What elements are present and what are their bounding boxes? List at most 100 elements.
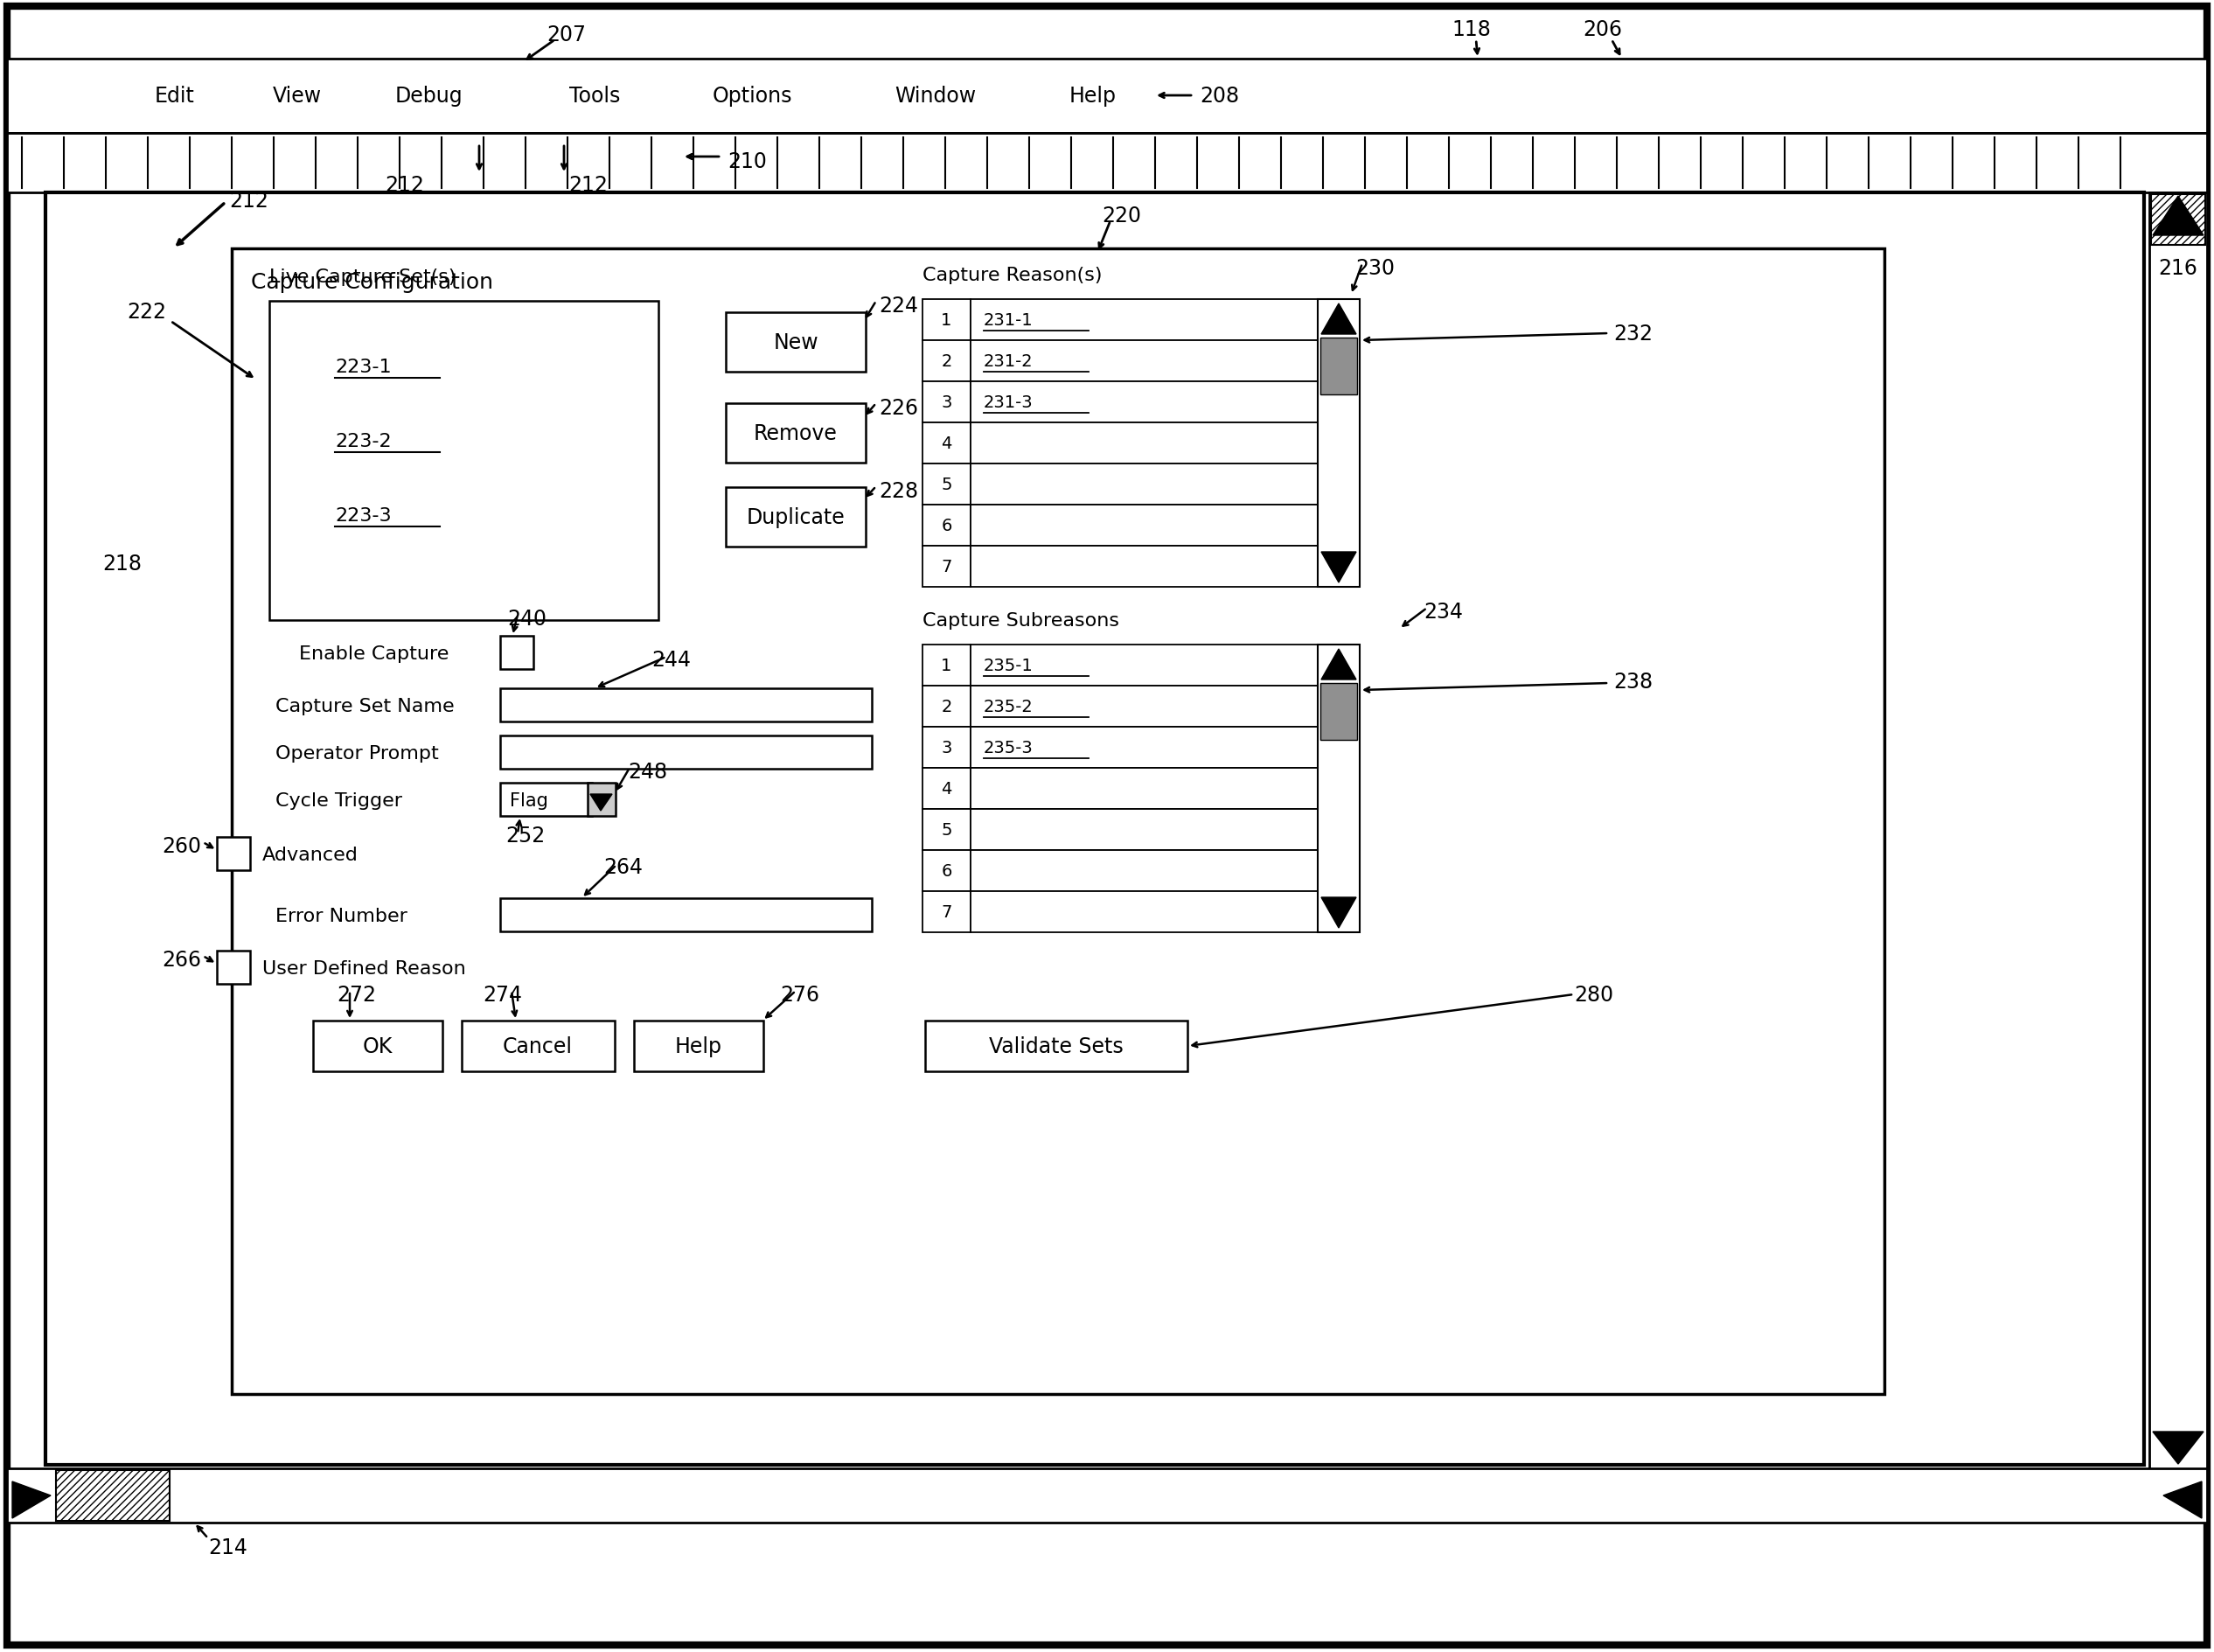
Bar <box>312 1021 443 1072</box>
Bar <box>500 737 872 770</box>
Polygon shape <box>1322 649 1357 681</box>
Text: 2: 2 <box>941 699 952 715</box>
Bar <box>923 299 970 340</box>
Bar <box>970 464 1317 506</box>
Text: 212: 212 <box>569 175 607 197</box>
Polygon shape <box>1322 552 1357 583</box>
Text: 231-2: 231-2 <box>983 354 1034 370</box>
Text: 5: 5 <box>941 821 952 838</box>
Text: User Defined Reason: User Defined Reason <box>261 960 465 978</box>
Polygon shape <box>1322 304 1357 335</box>
Text: 235-1: 235-1 <box>983 657 1034 674</box>
Bar <box>500 689 872 722</box>
Bar <box>970 686 1317 727</box>
Text: 207: 207 <box>547 25 587 46</box>
Bar <box>270 302 658 621</box>
Text: Validate Sets: Validate Sets <box>990 1036 1122 1057</box>
Text: New: New <box>773 332 819 354</box>
Text: 234: 234 <box>1424 601 1463 623</box>
Bar <box>970 382 1317 423</box>
Text: Help: Help <box>1069 86 1116 107</box>
Bar <box>633 1021 764 1072</box>
Bar <box>923 382 970 423</box>
Text: Window: Window <box>894 86 976 107</box>
Text: 274: 274 <box>483 985 523 1004</box>
Text: Capture Set Name: Capture Set Name <box>275 697 454 715</box>
Bar <box>217 838 250 871</box>
Bar <box>7 134 2207 193</box>
Text: 220: 220 <box>1103 205 1140 226</box>
Text: View: View <box>272 86 321 107</box>
Text: 223-2: 223-2 <box>334 433 392 449</box>
Text: 210: 210 <box>728 152 766 172</box>
Bar <box>726 403 866 463</box>
Text: 3: 3 <box>941 740 952 757</box>
Text: 223-3: 223-3 <box>334 507 392 524</box>
Polygon shape <box>591 795 611 811</box>
Text: 3: 3 <box>941 395 952 411</box>
Bar <box>217 952 250 985</box>
Bar <box>970 644 1317 686</box>
Bar <box>970 506 1317 547</box>
Bar <box>923 464 970 506</box>
Bar <box>923 892 970 933</box>
Text: Remove: Remove <box>753 423 837 444</box>
Text: 212: 212 <box>385 175 423 197</box>
Bar <box>7 1469 2207 1523</box>
Text: Capture Subreasons: Capture Subreasons <box>923 611 1120 629</box>
Bar <box>463 1021 615 1072</box>
Text: 5: 5 <box>941 476 952 492</box>
Text: 260: 260 <box>162 836 201 857</box>
Bar <box>923 423 970 464</box>
Bar <box>923 727 970 768</box>
Bar <box>2152 195 2205 246</box>
Bar <box>923 547 970 588</box>
Text: 228: 228 <box>879 481 919 502</box>
Bar <box>970 547 1317 588</box>
Text: 244: 244 <box>651 649 691 671</box>
Bar <box>500 636 534 669</box>
Bar <box>970 299 1317 340</box>
Text: 272: 272 <box>337 985 376 1004</box>
Bar <box>923 644 970 686</box>
Text: 235-2: 235-2 <box>983 699 1034 715</box>
Text: 231-3: 231-3 <box>983 395 1034 411</box>
Bar <box>923 809 970 851</box>
Text: 1: 1 <box>941 657 952 674</box>
Text: 6: 6 <box>941 862 952 879</box>
Text: 4: 4 <box>941 780 952 798</box>
Text: 212: 212 <box>228 190 268 211</box>
Text: 1: 1 <box>941 312 952 329</box>
Text: Operator Prompt: Operator Prompt <box>275 745 438 762</box>
Bar <box>923 340 970 382</box>
Text: 208: 208 <box>1200 86 1240 107</box>
Text: Cycle Trigger: Cycle Trigger <box>275 791 403 809</box>
Text: 216: 216 <box>2159 258 2199 279</box>
Polygon shape <box>13 1482 51 1518</box>
Bar <box>970 809 1317 851</box>
Bar <box>925 1021 1187 1072</box>
Text: Debug: Debug <box>394 86 463 107</box>
Text: Options: Options <box>713 86 793 107</box>
Text: 264: 264 <box>604 857 642 877</box>
Bar <box>970 727 1317 768</box>
Text: 214: 214 <box>208 1536 248 1558</box>
Bar <box>55 1470 170 1521</box>
Bar <box>2150 193 2207 1469</box>
Bar <box>726 487 866 547</box>
Text: 6: 6 <box>941 517 952 534</box>
Text: 252: 252 <box>505 824 545 846</box>
Text: 222: 222 <box>126 302 166 322</box>
Bar <box>970 340 1317 382</box>
Text: Cancel: Cancel <box>503 1036 573 1057</box>
Polygon shape <box>2152 197 2203 236</box>
Text: Enable Capture: Enable Capture <box>299 644 449 662</box>
Text: 248: 248 <box>629 762 666 783</box>
Text: 266: 266 <box>162 950 201 970</box>
Text: 230: 230 <box>1355 258 1395 279</box>
Text: 238: 238 <box>1614 671 1652 692</box>
Bar <box>1320 339 1357 395</box>
Polygon shape <box>1322 897 1357 928</box>
Text: OK: OK <box>363 1036 392 1057</box>
Bar <box>923 506 970 547</box>
